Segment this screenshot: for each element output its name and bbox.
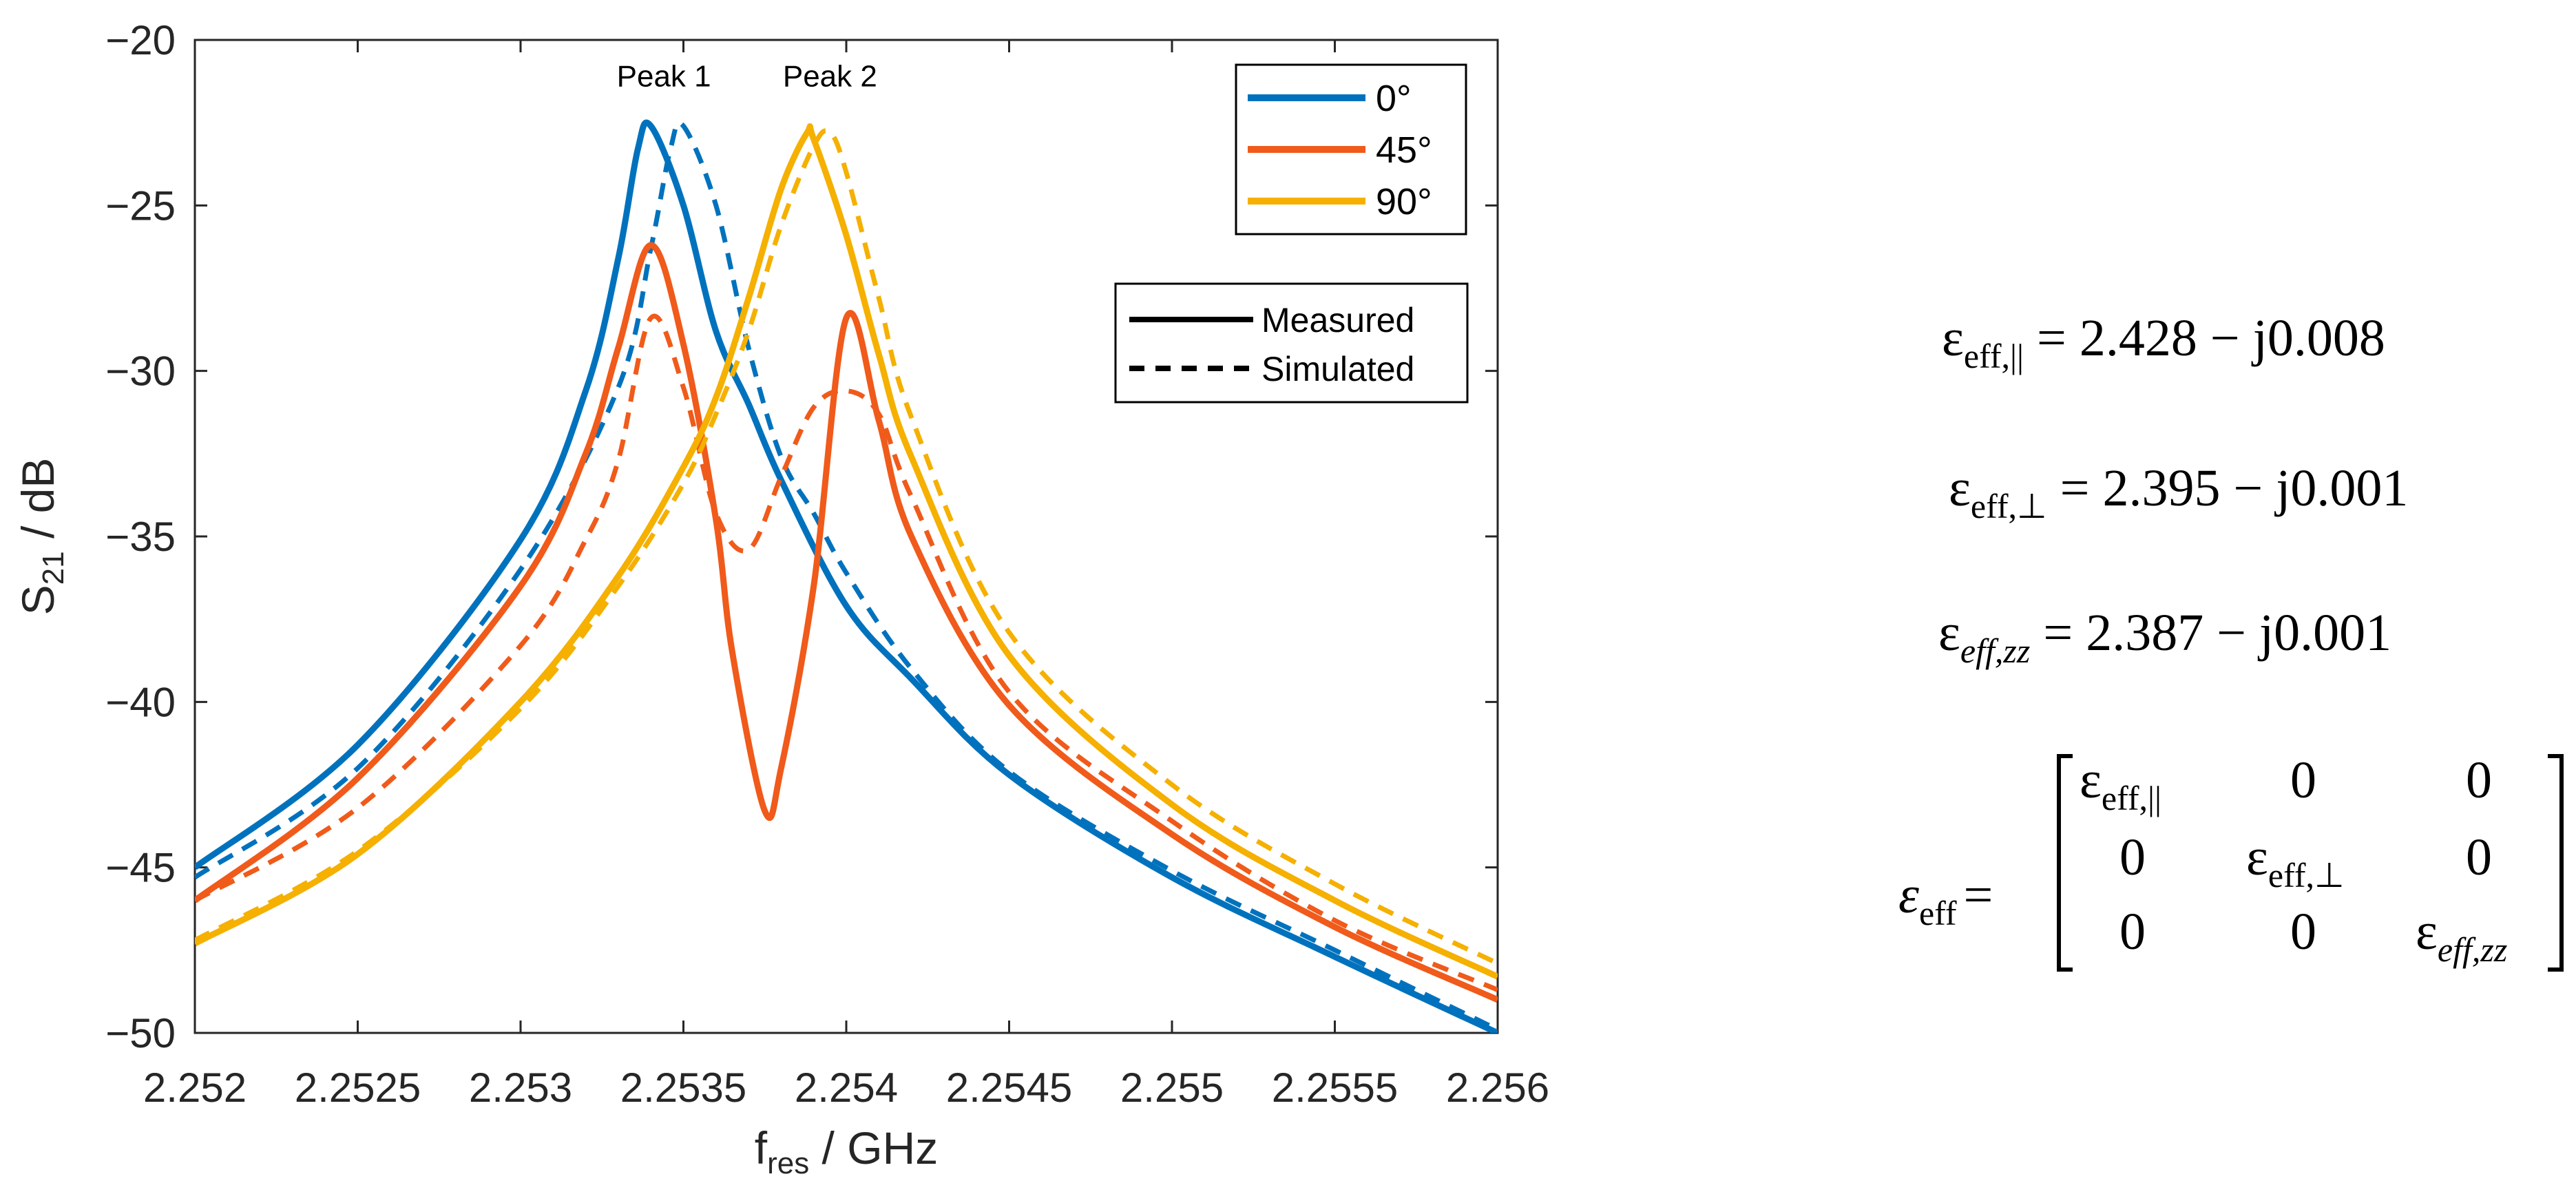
y-tick-label: −45: [105, 845, 176, 891]
tensor-r3c3: εeff,zz: [2416, 903, 2507, 969]
x-tick-labels: 2.252 2.2525 2.253 2.2535 2.254 2.2545 2.255 2.…: [143, 1065, 1549, 1111]
legend-angles-row3: 90°: [1248, 181, 1432, 222]
x-tick-label: 2.253: [469, 1065, 572, 1111]
legend-label-45deg: 45°: [1376, 129, 1432, 171]
tensor-r1c2: 0: [2290, 751, 2316, 809]
y-tick-label: −50: [105, 1010, 176, 1056]
series-line-45-simulated: [195, 313, 1498, 992]
tensor-r3c2: 0: [2290, 903, 2316, 961]
tensor-r1c1-sub: eff,||: [2102, 779, 2161, 817]
y-tick-label: −30: [105, 348, 176, 395]
tensor-r2c2: εeff,⊥: [2246, 828, 2345, 895]
x-axis-label: fres / GHz: [755, 1122, 938, 1180]
legend-label-0deg: 0°: [1376, 78, 1412, 119]
y-tick-label: −20: [105, 17, 176, 63]
eq-eps-zz-value: = 2.387 − j0.001: [2030, 604, 2391, 662]
eq-eps-parallel-value: = 2.428 − j0.008: [2024, 309, 2385, 367]
tensor-r2c1: 0: [2119, 828, 2146, 886]
tensor-r2c3: 0: [2466, 828, 2492, 886]
legend-label-simulated: Simulated: [1261, 350, 1414, 388]
y-tick-label: −35: [105, 514, 176, 560]
y-tick-label: −40: [105, 679, 176, 725]
tensor-left-bracket: [2057, 754, 2073, 972]
series-group: [195, 119, 1498, 1033]
x-axis-label-sub: res: [767, 1147, 809, 1180]
x-tick-label: 2.256: [1446, 1065, 1549, 1111]
tensor-lhs-equals: =: [1964, 866, 1993, 924]
axis-ticks: [193, 39, 1499, 1034]
series-line-0-simulated: [195, 120, 1498, 1032]
legend-angles: 0° 45°: [1235, 63, 1467, 236]
eq-eps-parallel-sub: eff,||: [1964, 337, 2024, 375]
tensor-r3c3-symbol: ε: [2416, 903, 2438, 961]
x-tick-label: 2.2555: [1272, 1065, 1399, 1111]
tensor-r1c1: εeff,||: [2080, 751, 2161, 817]
eq-eps-zz-symbol: ε: [1938, 604, 1960, 662]
legend-style-box: [1114, 282, 1469, 404]
eq-eps-perp: εeff,⊥ = 2.395 − j0.001: [1949, 459, 2408, 525]
legend-label-measured: Measured: [1261, 301, 1414, 339]
x-axis-label-main: f: [755, 1122, 768, 1173]
peak-annotation: Peak 2: [783, 59, 877, 93]
equations: εeff,|| = 2.428 − j0.008 εeff,⊥ = 2.395 …: [1898, 309, 2564, 972]
legend-label-90deg: 90°: [1376, 181, 1432, 222]
tensor-r1c1-symbol: ε: [2080, 751, 2102, 809]
y-axis-label-main: S: [12, 585, 63, 615]
peak-annotation: Peak 1: [617, 59, 711, 93]
x-tick-label: 2.2545: [946, 1065, 1073, 1111]
x-axis-label-unit: / GHz: [809, 1122, 938, 1173]
eq-eps-zz-sub: eff,zz: [1960, 631, 2030, 670]
series-line-90-measured: [195, 123, 1498, 980]
tensor-r2c2-sub: eff,⊥: [2268, 856, 2345, 895]
x-tick-label: 2.2535: [620, 1065, 747, 1111]
eq-eps-perp-value: = 2.395 − j0.001: [2047, 459, 2409, 517]
y-tick-label: −25: [105, 182, 176, 229]
eq-eps-parallel-symbol: ε: [1942, 309, 1964, 367]
eq-eps-zz: εeff,zz = 2.387 − j0.001: [1938, 604, 2391, 670]
y-axis-label-sub: 21: [36, 551, 70, 585]
legend-style: Measured Simulated: [1114, 282, 1469, 404]
series-line-90-simulated: [195, 128, 1498, 966]
series-line-45-measured: [195, 242, 1498, 1003]
x-tick-label: 2.255: [1120, 1065, 1224, 1111]
x-tick-label: 2.252: [143, 1065, 247, 1111]
peak-annotations: Peak 1 Peak 2: [617, 59, 877, 93]
eq-eps-parallel: εeff,|| = 2.428 − j0.008: [1942, 309, 2385, 375]
tensor-r3c3-sub: eff,zz: [2438, 930, 2507, 969]
tensor-r2c2-symbol: ε: [2246, 828, 2268, 886]
tensor-lhs-symbol: ε: [1898, 866, 1919, 924]
y-axis-label: S21 / dB: [12, 458, 70, 616]
tensor-lhs-sub: eff: [1919, 894, 1957, 932]
tensor-r1c3: 0: [2466, 751, 2492, 809]
series-line-0-measured: [195, 119, 1498, 1033]
eq-eps-perp-symbol: ε: [1949, 459, 1971, 517]
tensor-r3c1: 0: [2119, 903, 2146, 961]
y-axis-label-unit: / dB: [12, 458, 63, 552]
x-tick-label: 2.2525: [295, 1065, 421, 1111]
eq-eps-perp-sub: eff,⊥: [1971, 487, 2047, 525]
tensor-right-bracket: [2548, 754, 2564, 972]
tensor-lhs: εeff =: [1898, 866, 1993, 932]
x-tick-label: 2.254: [795, 1065, 898, 1111]
y-tick-labels: −20 −25 −30 −35 −40 −45 −50: [105, 17, 176, 1056]
